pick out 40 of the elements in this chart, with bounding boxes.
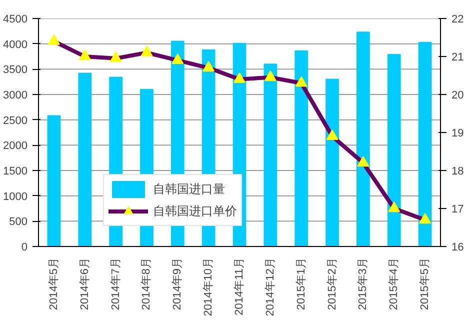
y-tick-label: 500 — [9, 216, 28, 228]
y2-tick-label: 21 — [452, 52, 464, 64]
bar — [294, 50, 308, 246]
y-tick-label: 4500 — [3, 14, 28, 26]
bar — [47, 115, 61, 246]
x-tick-label: 2014年9月 — [172, 257, 184, 310]
x-tick-label: 2015年1月 — [295, 257, 308, 310]
y-tick-label: 0 — [21, 242, 28, 254]
x-tick-label: 2015年4月 — [388, 257, 400, 310]
y-tick-label: 4000 — [3, 38, 28, 51]
y-tick-label: 3000 — [3, 90, 28, 102]
x-tick-label: 2014年11月 — [234, 258, 246, 316]
x-tick-label: 2015年3月 — [357, 257, 370, 310]
y2-tick-label: 19 — [452, 128, 464, 140]
bar — [356, 32, 370, 246]
legend-label: 自韩国进口单价 — [153, 202, 237, 220]
x-tick-label: 2014年8月 — [140, 257, 153, 310]
y-tick-label: 1000 — [3, 190, 28, 203]
x-tick-label: 2014年5月 — [48, 257, 60, 310]
y-tick-label: 1500 — [3, 166, 28, 178]
x-tick-label: 2014年12月 — [264, 257, 276, 316]
y2-tick-label: 17 — [452, 204, 464, 216]
y-tick-label: 2000 — [3, 140, 28, 152]
x-tick-label: 2015年5月 — [419, 257, 432, 310]
y2-tick-label: 18 — [452, 166, 464, 178]
bar — [387, 54, 401, 246]
legend-label: 自韩国进口量 — [153, 180, 225, 198]
y2-tick-label: 16 — [452, 242, 464, 254]
bar — [78, 72, 92, 246]
bar — [326, 78, 339, 246]
x-tick-label: 2014年10月 — [202, 257, 215, 316]
bar — [264, 64, 278, 246]
x-tick-label: 2014年7月 — [110, 257, 122, 310]
x-tick-label: 2014年6月 — [78, 257, 91, 310]
y-tick-label: 2500 — [3, 114, 28, 127]
x-tick-label: 2015年2月 — [326, 257, 338, 310]
y2-tick-label: 22 — [452, 14, 464, 26]
y-tick-label: 3500 — [3, 64, 28, 76]
bar — [418, 42, 432, 246]
y2-tick-label: 20 — [452, 90, 464, 102]
